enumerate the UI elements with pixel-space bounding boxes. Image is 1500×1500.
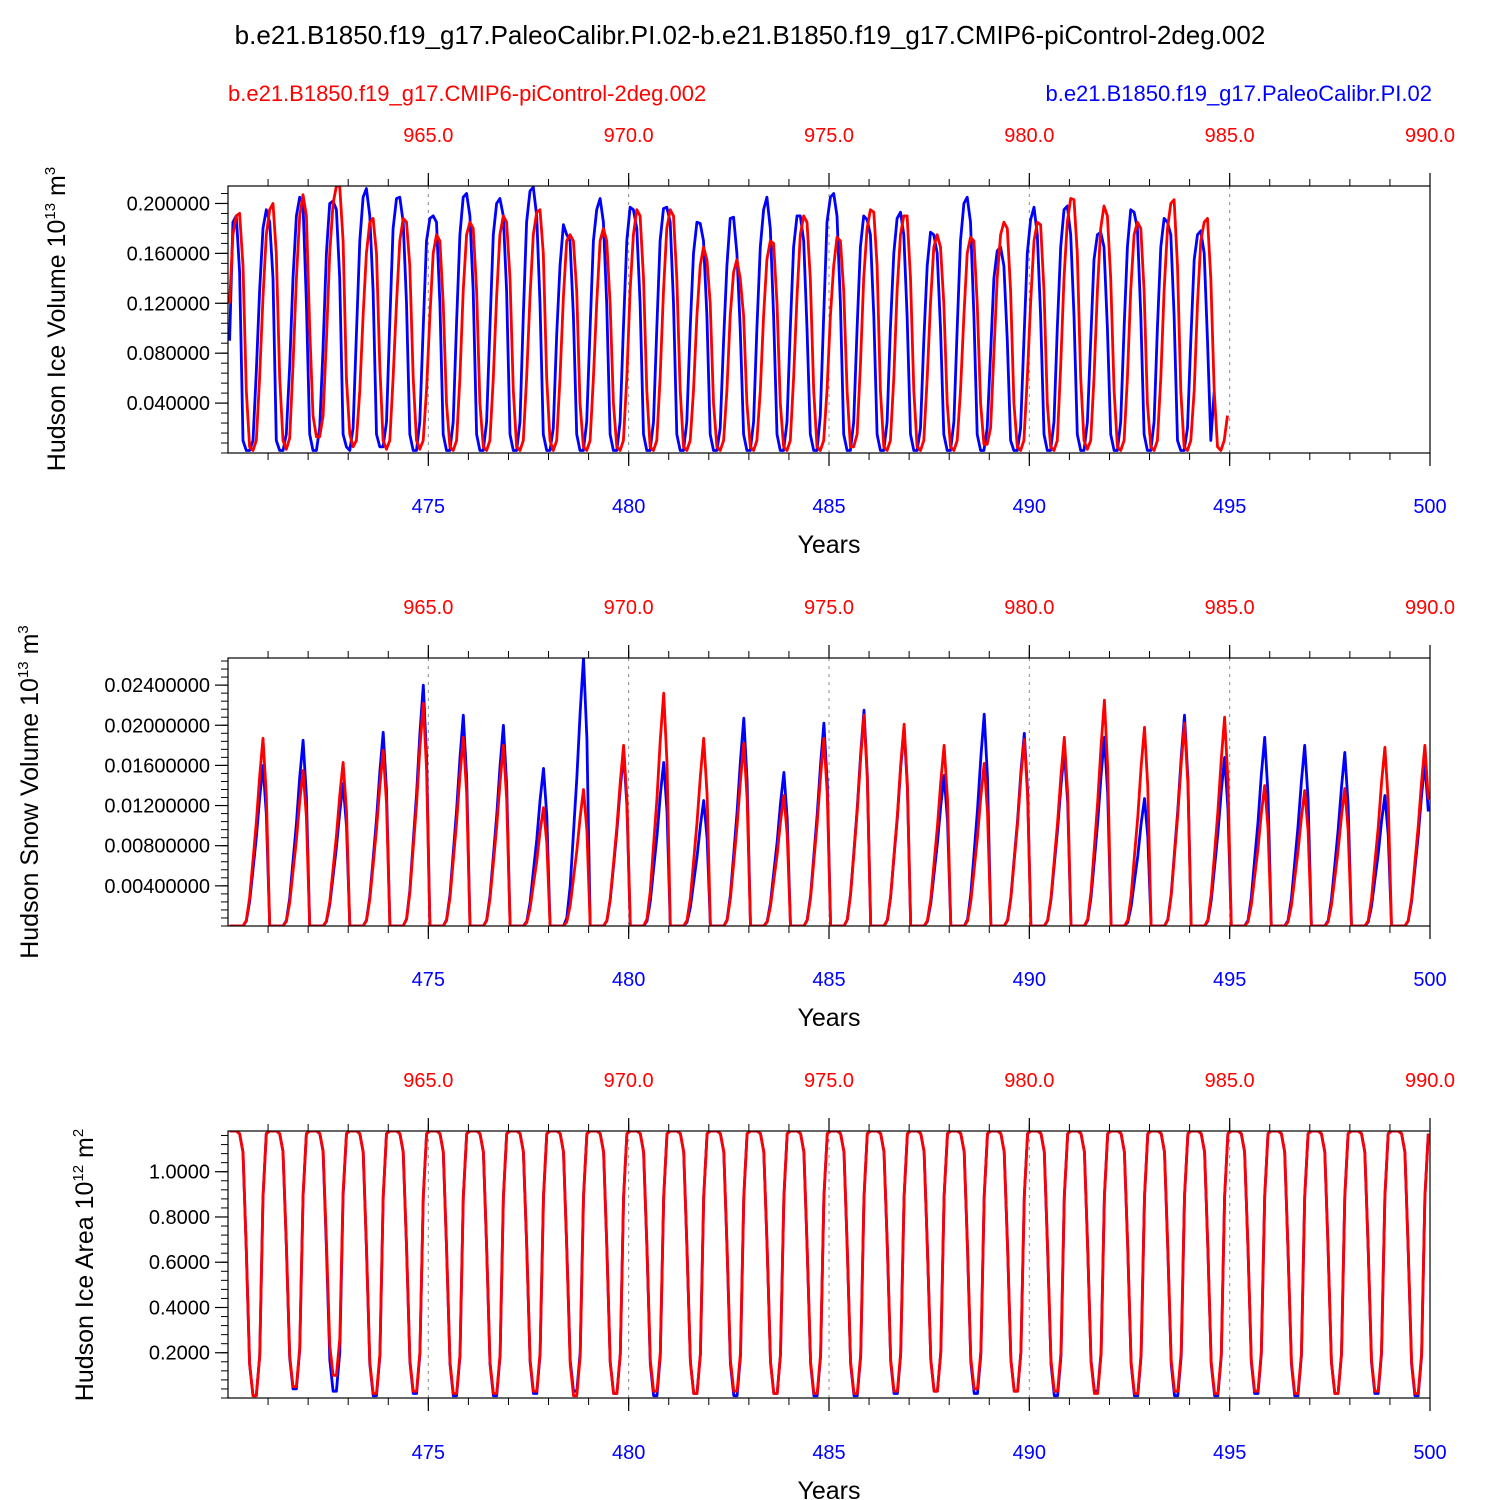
x-tick-label-top: 965.0 bbox=[403, 1070, 453, 1092]
x-tick-label-bottom: 480 bbox=[612, 969, 645, 991]
x-tick-label-bottom: 480 bbox=[612, 496, 645, 518]
y-axis-title: Hudson Snow Volume 1013 m3 bbox=[15, 625, 44, 959]
x-tick-label-top: 985.0 bbox=[1205, 125, 1255, 147]
x-axis-title: Years bbox=[797, 531, 860, 559]
y-tick-label: 0.01600000 bbox=[104, 755, 210, 777]
x-tick-label-bottom: 495 bbox=[1213, 496, 1246, 518]
x-tick-label-top: 965.0 bbox=[403, 125, 453, 147]
x-tick-label-top: 975.0 bbox=[804, 1070, 854, 1092]
y-tick-label: 0.080000 bbox=[127, 343, 210, 365]
series-line-second bbox=[228, 186, 1229, 452]
x-tick-label-top: 985.0 bbox=[1205, 597, 1255, 619]
y-tick-label: 0.040000 bbox=[127, 393, 210, 415]
y-tick-label: 0.200000 bbox=[127, 193, 210, 215]
x-tick-label-top: 970.0 bbox=[604, 125, 654, 147]
panel-2: 0.00400000 0.00800000 0.01200000 0.01600000… bbox=[15, 597, 1455, 1032]
x-tick-label-bottom: 475 bbox=[412, 1442, 445, 1464]
figure-title: b.e21.B1850.f19_g17.PaleoCalibr.PI.02-b.… bbox=[235, 20, 1266, 50]
x-tick-label-bottom: 485 bbox=[812, 1442, 845, 1464]
y-axis-title: Hudson Ice Volume 1013 m3 bbox=[42, 167, 71, 471]
y-axis-title: Hudson Ice Area 1012 m2 bbox=[70, 1129, 99, 1401]
x-tick-label-bottom: 495 bbox=[1213, 1442, 1246, 1464]
x-tick-label-bottom: 500 bbox=[1413, 1442, 1446, 1464]
x-tick-label-top: 990.0 bbox=[1405, 1070, 1455, 1092]
x-axis-title: Years bbox=[797, 1477, 860, 1500]
y-tick-label: 0.120000 bbox=[127, 293, 210, 315]
y-tick-label: 0.00800000 bbox=[104, 836, 210, 858]
series-line-first bbox=[228, 186, 1216, 452]
x-tick-label-bottom: 495 bbox=[1213, 969, 1246, 991]
x-axis-title: Years bbox=[797, 1004, 860, 1032]
x-tick-label-top: 980.0 bbox=[1004, 125, 1054, 147]
x-tick-label-bottom: 500 bbox=[1413, 969, 1446, 991]
y-tick-label: 0.01200000 bbox=[104, 796, 210, 818]
panel-1: 0.040000 0.080000 0.120000 0.160000 0.200000… bbox=[42, 125, 1455, 559]
panel-3: 0.2000 0.4000 0.6000 0.8000 1.0000 475 480 485 4… bbox=[70, 1070, 1455, 1500]
series-line-second bbox=[229, 691, 1430, 926]
y-tick-label: 0.160000 bbox=[127, 243, 210, 265]
x-tick-label-top: 970.0 bbox=[604, 597, 654, 619]
x-tick-label-top: 980.0 bbox=[1004, 597, 1054, 619]
x-tick-label-top: 990.0 bbox=[1405, 597, 1455, 619]
x-tick-label-top: 990.0 bbox=[1405, 125, 1455, 147]
x-tick-label-top: 980.0 bbox=[1004, 1070, 1054, 1092]
legend-paleo-case: b.e21.B1850.f19_g17.PaleoCalibr.PI.02 bbox=[1045, 81, 1432, 106]
x-tick-label-bottom: 490 bbox=[1013, 1442, 1046, 1464]
y-tick-label: 0.02000000 bbox=[104, 715, 210, 737]
x-tick-label-bottom: 475 bbox=[412, 496, 445, 518]
x-tick-label-top: 985.0 bbox=[1205, 1070, 1255, 1092]
x-tick-label-bottom: 475 bbox=[412, 969, 445, 991]
x-tick-label-top: 975.0 bbox=[804, 125, 854, 147]
x-tick-label-bottom: 490 bbox=[1013, 969, 1046, 991]
x-tick-label-top: 965.0 bbox=[403, 597, 453, 619]
legend-control-case: b.e21.B1850.f19_g17.CMIP6-piControl-2deg… bbox=[228, 81, 706, 106]
x-tick-label-bottom: 485 bbox=[812, 969, 845, 991]
y-tick-label: 0.6000 bbox=[149, 1252, 210, 1274]
x-tick-label-top: 970.0 bbox=[604, 1070, 654, 1092]
y-tick-label: 0.2000 bbox=[149, 1343, 210, 1365]
y-tick-label: 0.8000 bbox=[149, 1207, 210, 1229]
y-tick-label: 1.0000 bbox=[149, 1162, 210, 1184]
x-tick-label-bottom: 480 bbox=[612, 1442, 645, 1464]
x-tick-label-bottom: 490 bbox=[1013, 496, 1046, 518]
y-tick-label: 0.02400000 bbox=[104, 675, 210, 697]
panels: 0.040000 0.080000 0.120000 0.160000 0.200000… bbox=[15, 125, 1455, 1500]
x-tick-label-top: 975.0 bbox=[804, 597, 854, 619]
y-tick-label: 0.4000 bbox=[149, 1297, 210, 1319]
x-tick-label-bottom: 500 bbox=[1413, 496, 1446, 518]
y-tick-label: 0.00400000 bbox=[104, 876, 210, 898]
x-tick-label-bottom: 485 bbox=[812, 496, 845, 518]
